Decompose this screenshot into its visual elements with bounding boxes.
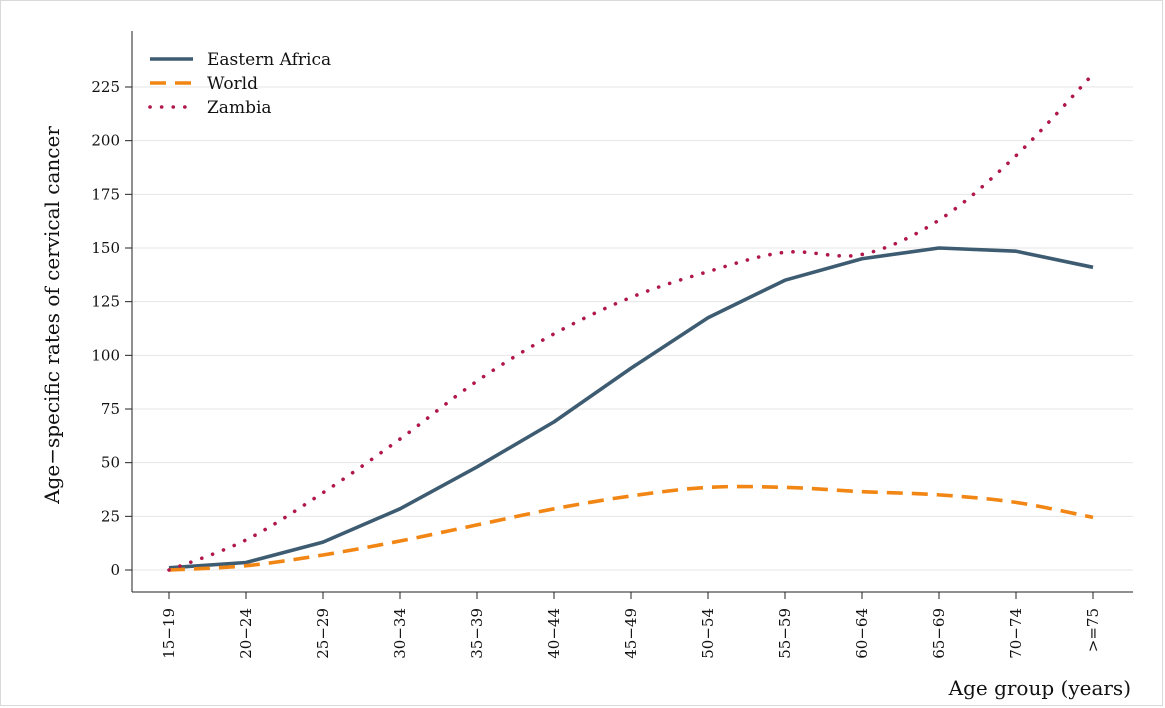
- grid-lines: [132, 86, 1133, 571]
- x-tick-label-5: 40−44: [545, 608, 563, 659]
- x-tick-label-11: 70−74: [1007, 608, 1025, 659]
- y-tick-label-75: 75: [101, 400, 120, 418]
- y-tick-label-100: 100: [91, 346, 120, 364]
- legend-label-eastern-africa: Eastern Africa: [207, 50, 331, 70]
- y-tick-label-225: 225: [91, 78, 120, 96]
- series-line-world: [168, 484, 1094, 572]
- y-tick-label-0: 0: [110, 561, 120, 579]
- y-tick-label-175: 175: [91, 185, 120, 203]
- series-lines: [167, 72, 1095, 572]
- y-tick-label-125: 125: [91, 293, 120, 311]
- y-axis-title: Age−specific rates of cervical cancer: [40, 126, 64, 505]
- x-tick-label-7: 50−54: [699, 608, 717, 659]
- series-line-eastern-africa: [168, 246, 1094, 570]
- y-tick-label-50: 50: [101, 454, 120, 472]
- x-tick-label-3: 30−34: [391, 608, 409, 659]
- axes: [131, 31, 1133, 593]
- x-tick-label-8: 55−59: [776, 608, 794, 659]
- x-axis-title: Age group (years): [948, 676, 1131, 700]
- legend-label-world: World: [207, 74, 258, 94]
- x-tick-label-6: 45−49: [622, 608, 640, 659]
- x-tick-label-1: 20−24: [237, 608, 255, 659]
- x-axis-ticks: 15−19 20−24 25−29 30−34 35−39 40−44 45−49 50−54…: [160, 592, 1102, 659]
- legend-label-zambia: Zambia: [207, 98, 272, 118]
- y-tick-label-150: 150: [91, 239, 120, 257]
- x-tick-label-0: 15−19: [160, 608, 178, 659]
- series-line-zambia: [167, 72, 1095, 572]
- x-tick-label-4: 35−39: [468, 608, 486, 659]
- y-tick-label-25: 25: [101, 507, 120, 525]
- x-tick-label-10: 65−69: [930, 608, 948, 659]
- y-tick-label-200: 200: [91, 132, 120, 150]
- x-tick-label-2: 25−29: [314, 608, 332, 659]
- x-tick-label-12: >=75: [1084, 608, 1102, 652]
- legend: Eastern Africa World Zambia: [148, 50, 331, 118]
- y-axis-ticks: 0 25 50 75 100 125 150 175 200 225: [91, 78, 132, 579]
- x-tick-label-9: 60−64: [853, 608, 871, 659]
